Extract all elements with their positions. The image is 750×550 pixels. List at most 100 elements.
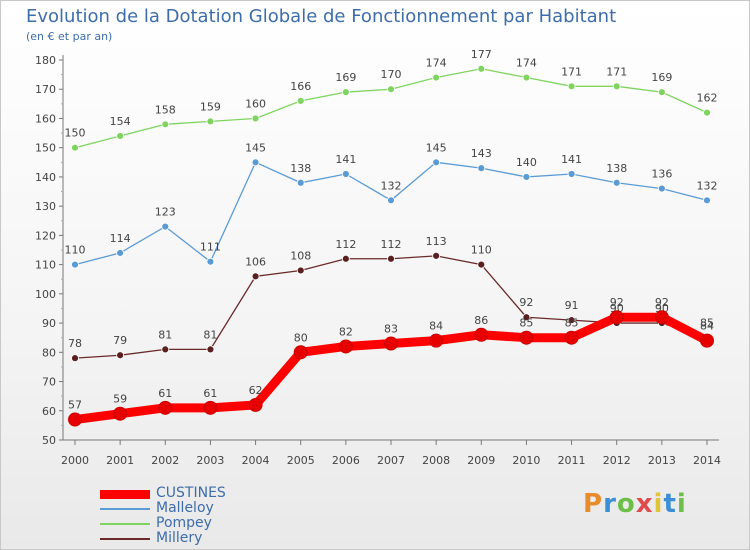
data-point-custines — [203, 400, 218, 415]
data-label-millery: 110 — [471, 244, 492, 257]
data-label-millery: 81 — [203, 328, 217, 341]
data-point-malleloy — [161, 222, 170, 231]
data-point-malleloy — [567, 170, 576, 178]
x-tick-label: 2011 — [558, 454, 586, 467]
x-tick-label: 2006 — [332, 454, 360, 467]
data-point-pompey — [116, 132, 125, 140]
y-tick-label: 150 — [35, 142, 56, 155]
data-label-millery: 106 — [245, 255, 266, 268]
y-tick-label: 100 — [35, 288, 56, 301]
data-label-malleloy: 132 — [697, 179, 718, 192]
chart-subtitle: (en € et par an) — [26, 30, 113, 43]
data-point-custines — [293, 345, 308, 360]
data-label-millery: 108 — [290, 249, 311, 262]
data-point-pompey — [612, 82, 621, 91]
proxiti-logo: Proxiti — [583, 489, 687, 519]
data-point-malleloy — [71, 260, 79, 269]
y-tick-label: 90 — [42, 317, 56, 330]
data-label-malleloy: 141 — [561, 153, 582, 166]
data-point-pompey — [703, 108, 711, 117]
data-label-pompey: 171 — [561, 65, 582, 78]
data-label-custines: 80 — [294, 331, 308, 344]
data-label-custines: 84 — [429, 320, 443, 333]
x-tick-label: 2007 — [377, 454, 405, 467]
data-point-millery — [432, 251, 441, 260]
y-tick-label: 80 — [42, 346, 56, 359]
x-tick-label: 2003 — [196, 454, 224, 467]
data-point-pompey — [522, 73, 531, 82]
data-point-pompey — [387, 85, 395, 94]
data-point-millery — [567, 316, 576, 325]
x-tick-label: 2009 — [467, 454, 495, 467]
data-point-custines — [429, 333, 444, 348]
data-point-custines — [338, 339, 353, 354]
y-tick-label: 120 — [35, 229, 56, 242]
data-point-pompey — [206, 117, 215, 126]
data-point-malleloy — [116, 249, 125, 257]
data-point-malleloy — [657, 184, 666, 193]
data-label-malleloy: 111 — [200, 241, 221, 254]
data-point-custines — [609, 310, 624, 325]
legend-swatch-malleloy — [100, 508, 150, 510]
data-label-pompey: 160 — [245, 97, 266, 110]
legend-item-millery: Millery — [100, 530, 300, 546]
data-point-custines — [158, 400, 173, 415]
data-label-pompey: 162 — [697, 92, 718, 105]
data-point-pompey — [657, 88, 666, 97]
data-point-pompey — [477, 64, 486, 73]
data-point-pompey — [71, 143, 79, 152]
y-tick-label: 170 — [35, 83, 56, 96]
data-point-malleloy — [206, 257, 215, 266]
x-tick-label: 2008 — [422, 454, 450, 467]
data-label-malleloy: 110 — [65, 244, 86, 257]
data-label-millery: 112 — [335, 238, 356, 251]
data-label-malleloy: 140 — [516, 156, 537, 169]
data-point-custines — [519, 330, 534, 345]
x-tick-label: 2002 — [151, 454, 179, 467]
data-label-millery: 79 — [113, 334, 127, 347]
data-label-malleloy: 136 — [651, 168, 672, 181]
data-label-custines: 61 — [158, 387, 172, 400]
data-label-custines: 92 — [655, 296, 669, 309]
data-label-pompey: 170 — [381, 68, 402, 81]
legend-swatch-millery — [100, 538, 150, 540]
data-label-malleloy: 145 — [426, 141, 447, 154]
data-label-pompey: 158 — [155, 103, 176, 116]
data-point-millery — [71, 354, 79, 363]
y-tick-label: 130 — [35, 200, 56, 213]
data-point-custines — [654, 310, 669, 325]
data-point-malleloy — [341, 170, 350, 178]
x-tick-label: 2000 — [61, 454, 89, 467]
data-label-malleloy: 114 — [110, 232, 131, 245]
x-tick-label: 2004 — [242, 454, 270, 467]
data-point-malleloy — [432, 158, 441, 167]
data-point-malleloy — [251, 158, 260, 167]
data-point-malleloy — [703, 196, 711, 205]
legend-swatch-custines — [100, 490, 150, 499]
data-label-millery: 81 — [158, 328, 172, 341]
data-point-malleloy — [477, 164, 486, 173]
legend-swatch-pompey — [100, 523, 150, 525]
data-point-pompey — [567, 82, 576, 91]
data-label-pompey: 150 — [65, 127, 86, 140]
data-label-malleloy: 138 — [290, 162, 311, 175]
x-tick-label: 2012 — [603, 454, 631, 467]
data-label-malleloy: 143 — [471, 147, 492, 160]
data-label-millery: 113 — [426, 235, 447, 248]
data-label-custines: 57 — [68, 399, 82, 412]
data-point-pompey — [432, 73, 441, 82]
data-label-malleloy: 123 — [155, 206, 176, 219]
y-tick-label: 60 — [42, 405, 56, 418]
legend: CUSTINES Malleloy Pompey Millery — [100, 485, 300, 546]
data-label-malleloy: 145 — [245, 141, 266, 154]
legend-label-millery: Millery — [156, 530, 203, 546]
data-label-millery: 91 — [565, 299, 579, 312]
data-point-millery — [477, 260, 486, 269]
x-tick-label: 2013 — [648, 454, 676, 467]
data-label-custines: 61 — [203, 387, 217, 400]
data-point-millery — [116, 351, 125, 360]
x-tick-label: 2005 — [287, 454, 315, 467]
data-label-custines: 85 — [519, 317, 533, 330]
data-point-malleloy — [612, 178, 621, 187]
